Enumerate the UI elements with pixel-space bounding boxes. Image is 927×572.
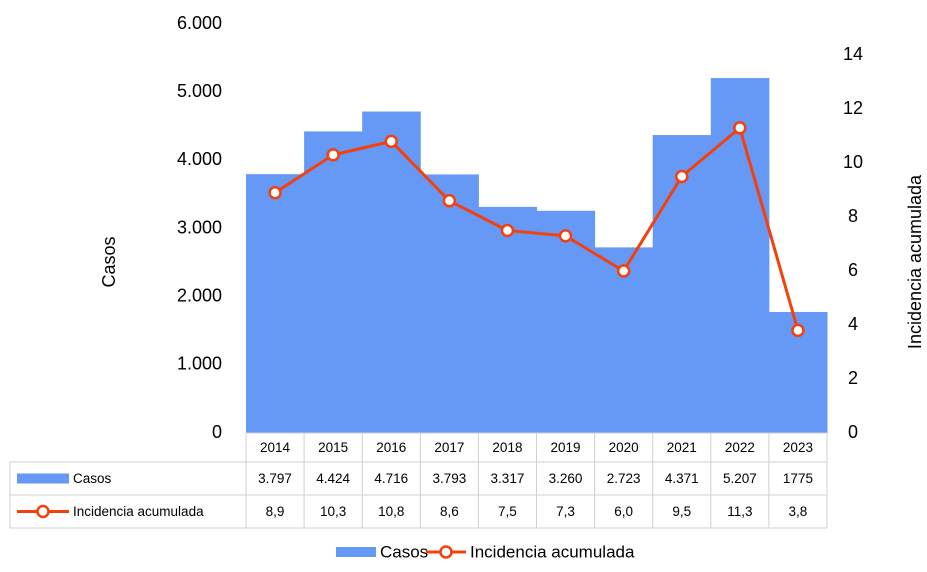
y2-axis-title: Incidencia acumulada <box>905 174 925 349</box>
y2-tick-label: 12 <box>843 98 863 118</box>
legend-swatch <box>36 504 50 519</box>
y-tick-label: 4.000 <box>177 149 222 169</box>
data-label: 11,3 <box>727 504 752 519</box>
table-row-label: Incidencia acumulada <box>73 504 204 519</box>
marker <box>791 323 805 338</box>
marker <box>616 264 631 278</box>
data-label: 5.207 <box>723 471 757 486</box>
legend-swatch <box>439 545 453 559</box>
x-tick-label: 2021 <box>667 440 697 455</box>
data-label: 9,5 <box>672 504 691 519</box>
marker <box>558 229 573 243</box>
x-tick-label: 2019 <box>551 440 581 455</box>
x-tick-label: 2014 <box>260 440 291 455</box>
marker <box>268 185 282 200</box>
bar <box>478 206 537 433</box>
y-tick-label: 3.000 <box>177 217 222 237</box>
data-label: 8,6 <box>440 504 459 519</box>
data-label: 10,8 <box>378 504 404 519</box>
legend-swatch <box>17 473 69 484</box>
x-tick-label: 2017 <box>434 440 464 455</box>
marker <box>675 169 689 184</box>
x-tick-label: 2022 <box>725 440 755 455</box>
data-label: 7,5 <box>498 504 517 519</box>
y2-tick-label: 10 <box>843 152 863 172</box>
marker <box>500 223 515 238</box>
y-tick-label: 2.000 <box>177 285 222 305</box>
y2-tick-label: 6 <box>848 260 858 280</box>
y2-tick-label: 2 <box>848 368 858 388</box>
legend-label: Incidencia acumulada <box>470 542 635 561</box>
x-tick-label: 2016 <box>376 440 406 455</box>
y-tick-label: 6.000 <box>177 13 222 33</box>
bar <box>536 210 596 433</box>
bar <box>304 131 363 433</box>
y-tick-label: 0 <box>212 422 222 442</box>
x-tick-label: 2023 <box>783 440 813 455</box>
y-tick-label: 5.000 <box>177 81 222 101</box>
x-tick-label: 2018 <box>492 440 522 455</box>
data-label: 10,3 <box>320 504 346 519</box>
y-tick-label: 1.000 <box>177 354 222 374</box>
data-label: 4.371 <box>665 471 699 486</box>
bar <box>246 174 305 433</box>
y2-tick-label: 0 <box>848 422 858 442</box>
y2-tick-label: 4 <box>848 314 858 334</box>
bar <box>652 135 712 433</box>
data-label: 7,3 <box>556 504 575 519</box>
data-label: 3.260 <box>549 471 583 486</box>
data-label: 4.716 <box>374 471 408 486</box>
data-label: 6,0 <box>614 504 633 519</box>
data-label: 3.793 <box>432 471 466 486</box>
bar <box>594 247 654 433</box>
legend-label: Casos <box>380 542 428 561</box>
marker <box>384 134 398 149</box>
x-tick-label: 2020 <box>609 440 639 455</box>
bar <box>420 174 479 433</box>
data-label: 3.797 <box>258 471 292 486</box>
data-label: 3.317 <box>491 471 525 486</box>
y2-tick-label: 14 <box>843 44 863 64</box>
data-label: 1775 <box>783 471 813 486</box>
table-row-label: Casos <box>73 471 112 486</box>
marker <box>442 194 457 208</box>
bar <box>710 78 770 434</box>
y2-tick-label: 8 <box>848 206 858 226</box>
marker <box>326 148 340 162</box>
marker <box>733 121 747 135</box>
data-label: 3,8 <box>789 504 808 519</box>
x-tick-label: 2015 <box>318 440 348 455</box>
bar <box>362 111 421 433</box>
data-label: 8,9 <box>266 504 285 519</box>
legend-swatch <box>336 547 376 557</box>
line <box>274 125 800 331</box>
y-axis-title: Casos <box>99 236 119 287</box>
data-label: 2.723 <box>607 471 641 486</box>
data-label: 4.424 <box>316 471 350 486</box>
